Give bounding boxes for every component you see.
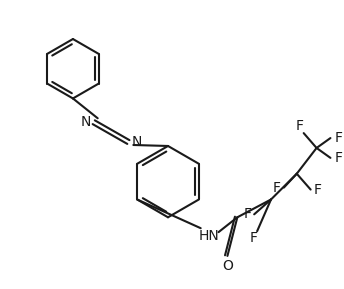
Text: F: F <box>334 131 342 145</box>
Text: F: F <box>243 207 251 221</box>
Text: N: N <box>131 135 141 149</box>
Text: F: F <box>273 181 281 194</box>
Text: F: F <box>249 231 257 245</box>
Text: F: F <box>314 183 322 197</box>
Text: F: F <box>296 119 304 133</box>
Text: F: F <box>334 151 342 165</box>
Text: N: N <box>80 115 91 129</box>
Text: HN: HN <box>198 229 219 243</box>
Text: O: O <box>222 259 233 273</box>
